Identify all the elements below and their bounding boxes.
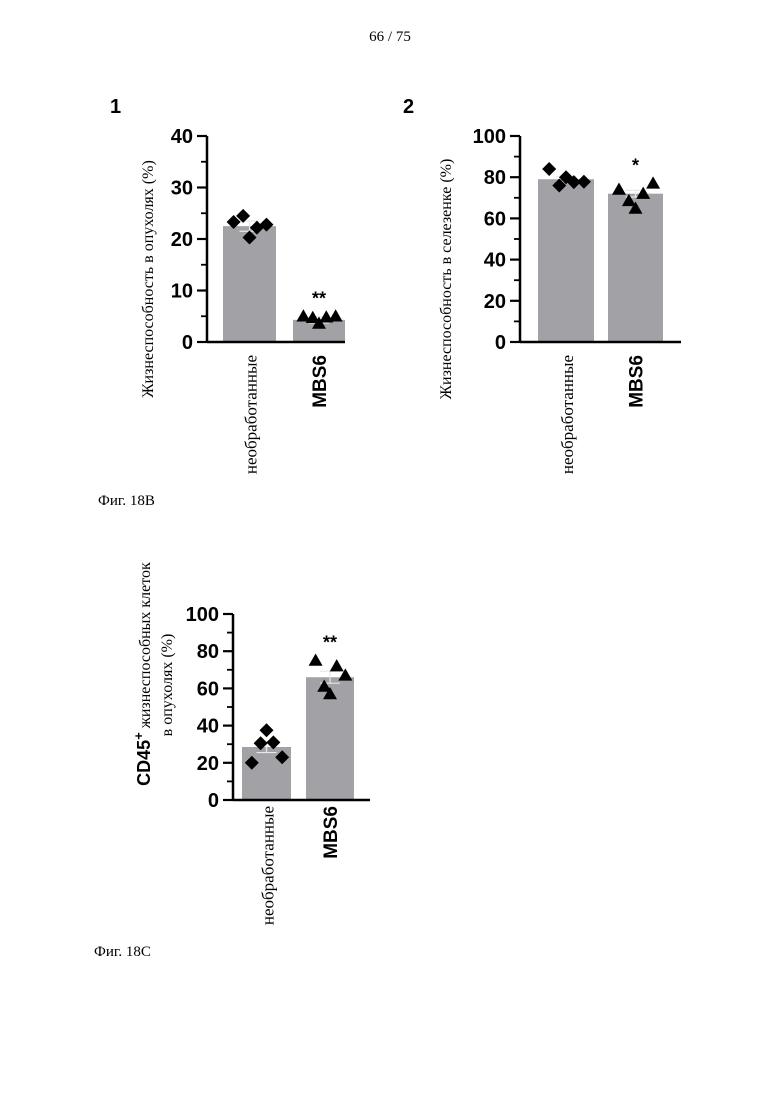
- data-point-triangle: [309, 654, 323, 666]
- data-point-diamond: [260, 723, 274, 737]
- figure-caption-18b: Фиг. 18B: [98, 493, 155, 510]
- y-tick-label: 100: [186, 604, 219, 626]
- y-tick-label: 0: [208, 790, 219, 812]
- y-axis-label-cd45: CD45: [134, 740, 154, 786]
- cd45-viability-chart: 0 20 40 60 80 100 ** необработанные MBS6 CD45+ жи…: [0, 0, 780, 1103]
- y-axis-label-line2: в опухолях (%): [159, 634, 176, 737]
- y-axis-label: CD45+ жизнеспособных клеток: [131, 562, 154, 786]
- y-tick-label: 20: [197, 753, 219, 775]
- figure-caption-18c: Фиг. 18C: [94, 944, 151, 961]
- y-tick-label: 40: [197, 716, 219, 738]
- significance-marker: **: [323, 633, 337, 653]
- y-tick-label: 80: [197, 641, 219, 663]
- y-axis-label-text: жизнеспособных клеток: [137, 562, 154, 732]
- data-point-triangle: [330, 659, 344, 671]
- y-tick-label: 60: [197, 678, 219, 700]
- category-label: MBS6: [321, 806, 342, 859]
- category-label: необработанные: [259, 806, 278, 925]
